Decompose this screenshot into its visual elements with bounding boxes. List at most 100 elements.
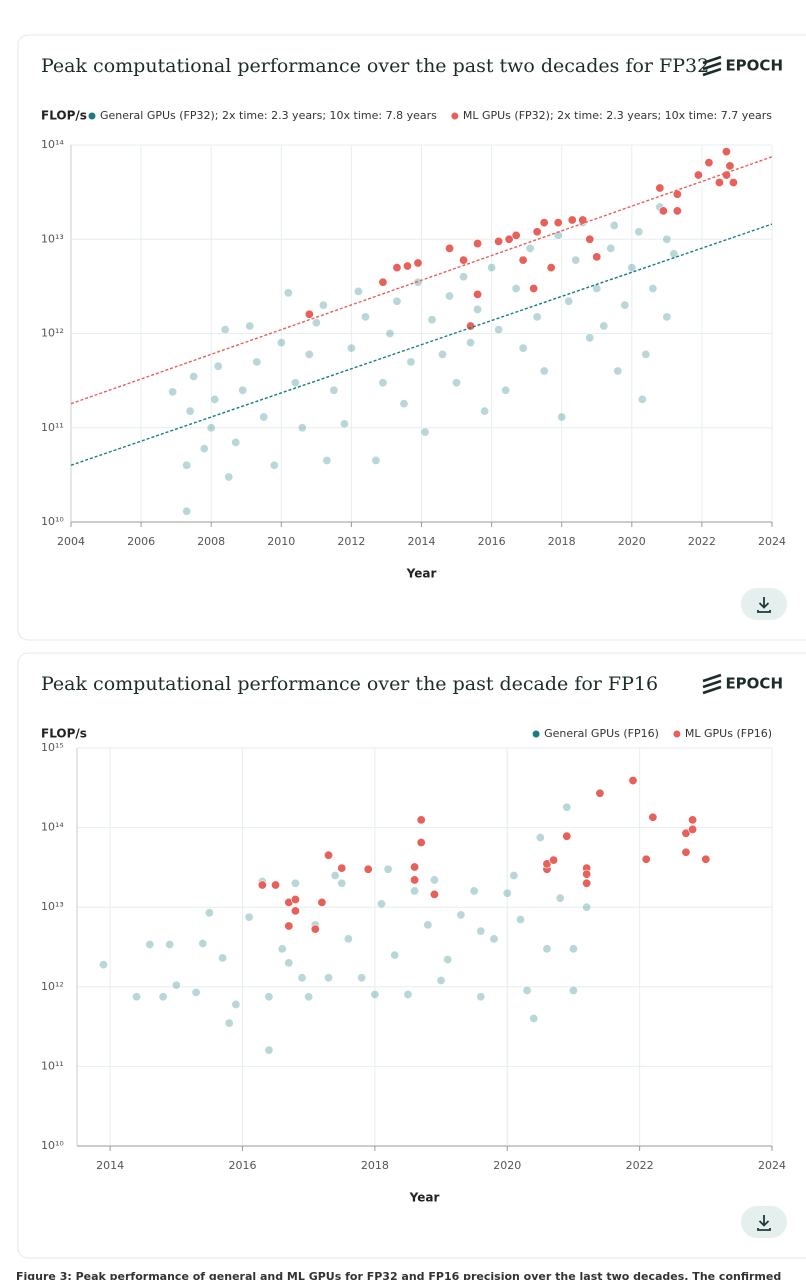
download-icon bbox=[757, 597, 771, 613]
data-point bbox=[252, 357, 262, 367]
data-point bbox=[511, 230, 521, 240]
data-point bbox=[427, 315, 437, 325]
data-point bbox=[392, 263, 402, 273]
data-point bbox=[542, 944, 552, 954]
data-point bbox=[634, 227, 644, 237]
data-point bbox=[410, 875, 420, 885]
y-tick-label: 10¹³ bbox=[41, 232, 64, 245]
card bbox=[17, 34, 806, 641]
data-point bbox=[403, 990, 413, 1000]
y-tick-label: 10¹⁰ bbox=[41, 1139, 64, 1152]
data-point bbox=[582, 878, 592, 888]
data-point bbox=[568, 985, 578, 995]
x-axis-label: Year bbox=[409, 1191, 440, 1205]
data-point bbox=[436, 975, 446, 985]
data-point bbox=[416, 837, 426, 847]
data-point bbox=[721, 147, 731, 157]
logo-stroke bbox=[702, 685, 722, 695]
x-tick-label: 2004 bbox=[57, 535, 85, 548]
data-point bbox=[304, 309, 314, 319]
data-point bbox=[231, 437, 241, 447]
logo-stroke bbox=[702, 673, 722, 683]
data-point bbox=[158, 992, 168, 1002]
data-point bbox=[257, 880, 267, 890]
x-tick-label: 2016 bbox=[478, 535, 506, 548]
data-point bbox=[627, 263, 637, 273]
data-point bbox=[693, 170, 703, 180]
x-axis-label: Year bbox=[406, 567, 437, 581]
x-tick-label: 2024 bbox=[758, 535, 786, 548]
data-point bbox=[98, 960, 108, 970]
data-point bbox=[259, 412, 269, 422]
data-point bbox=[662, 234, 672, 244]
download-button[interactable] bbox=[741, 588, 787, 620]
data-point bbox=[662, 312, 672, 322]
data-point bbox=[529, 284, 539, 294]
data-point bbox=[628, 776, 638, 786]
data-point bbox=[641, 854, 651, 864]
data-point bbox=[509, 871, 519, 881]
data-point bbox=[585, 333, 595, 343]
logo-stroke bbox=[702, 679, 722, 689]
data-point bbox=[688, 815, 698, 825]
data-point bbox=[480, 406, 490, 416]
data-point bbox=[578, 215, 588, 225]
data-point bbox=[555, 893, 565, 903]
data-point bbox=[557, 412, 567, 422]
data-point bbox=[582, 869, 592, 879]
y-tick-label: 10¹¹ bbox=[41, 1059, 64, 1072]
data-point bbox=[511, 284, 521, 294]
x-tick-label: 2022 bbox=[626, 1159, 654, 1172]
data-point bbox=[606, 243, 616, 253]
x-tick-label: 2010 bbox=[267, 535, 295, 548]
data-point bbox=[204, 908, 214, 918]
data-point bbox=[592, 252, 602, 262]
data-point bbox=[392, 296, 402, 306]
legend-label: ML GPUs (FP16) bbox=[685, 727, 772, 740]
data-point bbox=[518, 343, 528, 353]
data-point bbox=[549, 855, 559, 865]
data-point bbox=[429, 875, 439, 885]
data-point bbox=[346, 343, 356, 353]
data-point bbox=[231, 999, 241, 1009]
data-point bbox=[473, 304, 483, 314]
data-point bbox=[476, 926, 486, 936]
data-point bbox=[535, 833, 545, 843]
data-point bbox=[399, 399, 409, 409]
data-point bbox=[728, 178, 738, 188]
data-point bbox=[553, 230, 563, 240]
data-point bbox=[406, 357, 416, 367]
y-axis-label: FLOP/s bbox=[41, 727, 87, 741]
data-point bbox=[284, 921, 294, 931]
data-point bbox=[277, 944, 287, 954]
data-point bbox=[185, 406, 195, 416]
data-point bbox=[317, 897, 327, 907]
data-point bbox=[429, 889, 439, 899]
data-point bbox=[539, 218, 549, 228]
data-point bbox=[648, 284, 658, 294]
data-point bbox=[324, 973, 334, 983]
data-point bbox=[637, 394, 647, 404]
y-tick-label: 10¹⁰ bbox=[41, 515, 64, 528]
data-point bbox=[714, 178, 724, 188]
x-tick-label: 2008 bbox=[197, 535, 225, 548]
data-point bbox=[290, 906, 300, 916]
download-button[interactable] bbox=[741, 1206, 787, 1238]
data-point bbox=[276, 338, 286, 348]
x-tick-label: 2020 bbox=[618, 535, 646, 548]
data-point bbox=[568, 944, 578, 954]
chart-title: Peak computational performance over the … bbox=[41, 55, 709, 77]
caption: Figure 3: Peak performance of general an… bbox=[16, 1270, 781, 1280]
data-point bbox=[376, 899, 386, 909]
data-point bbox=[416, 815, 426, 825]
trend-line bbox=[70, 156, 773, 405]
data-point bbox=[145, 939, 155, 949]
data-point bbox=[337, 863, 347, 873]
data-point bbox=[504, 234, 514, 244]
data-point bbox=[304, 992, 314, 1002]
data-point bbox=[132, 992, 142, 1002]
data-point bbox=[290, 878, 300, 888]
chart-card: Peak computational performance over the … bbox=[17, 34, 806, 641]
data-point bbox=[182, 460, 192, 470]
data-point bbox=[459, 272, 469, 282]
